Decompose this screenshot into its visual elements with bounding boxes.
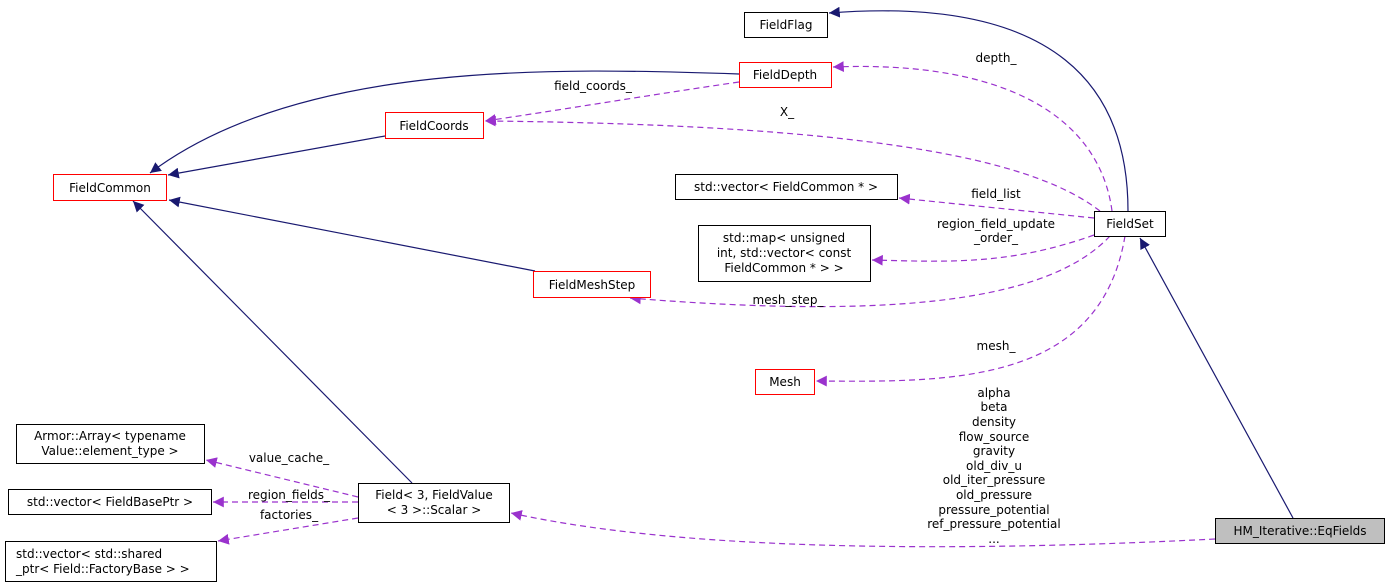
node-field-flag[interactable]: FieldFlag [744,12,828,38]
edge-fieldcoords-fieldcommon [167,135,386,179]
node-label: FieldDepth [753,68,817,82]
node-field-set[interactable]: FieldSet [1094,211,1166,237]
node-field-common[interactable]: FieldCommon [53,174,167,201]
edge-depth [832,61,1113,212]
node-armor-array[interactable]: Armor::Array< typename Value::element_ty… [16,424,205,464]
edge-field-list [898,193,1095,219]
edge-field-coords [484,81,740,125]
node-label: std::map< unsigned [723,231,845,245]
node-label: FieldSet [1106,217,1154,231]
edge-field-fieldcommon [132,200,413,484]
label-field-list: field_list [971,187,1021,201]
node-label: _ptr< Field::FactoryBase > > [15,562,190,576]
member-label: ref_pressure_potential [927,517,1061,531]
node-label: FieldCoords [399,119,468,133]
member-label: pressure_potential [938,503,1049,517]
node-field-coords[interactable]: FieldCoords [385,112,484,139]
label-value-cache: value_cache_ [249,451,330,465]
edge-eqfields-members [510,510,1216,548]
node-label: < 3 >::Scalar > [387,503,482,517]
label-mesh: mesh_ [977,339,1017,353]
node-map[interactable]: std::map< unsigned int, std::vector< con… [698,225,871,282]
node-label: std::vector< FieldCommon * > [694,180,878,194]
node-field-mesh-step[interactable]: FieldMeshStep [533,271,651,298]
member-label: beta [980,400,1007,414]
node-mesh[interactable]: Mesh [755,369,815,395]
node-label: FieldFlag [760,18,813,32]
node-vector-field-base-ptr[interactable]: std::vector< FieldBasePtr > [8,489,212,515]
label-x: X_ [780,105,795,119]
label-factories: factories_ [260,508,319,522]
label-depth: depth_ [976,51,1018,65]
node-label: FieldCommon * > > [724,261,843,275]
member-label: alpha [977,386,1010,400]
member-label: flow_source [959,430,1030,444]
label-region-fields: region_fields_ [248,488,331,502]
node-label: Field< 3, FieldValue [375,488,492,502]
label-region-field-update-1: region_field_update [937,217,1055,231]
label-eqfields-members: alpha beta density flow_source gravity o… [927,386,1061,546]
edge-mesh-step [629,235,1111,308]
edge-fielddepth-fieldcommon [149,70,740,174]
edge-value-cache [205,457,359,498]
member-label: old_pressure [956,488,1032,502]
edge-eqfields-fieldset [1139,237,1294,519]
node-label: Mesh [769,375,801,389]
node-eq-fields: HM_Iterative::EqFields [1215,518,1385,544]
node-label: FieldMeshStep [549,278,636,292]
node-label: Armor::Array< typename [34,429,186,443]
member-label: ... [988,532,999,546]
edge-region-field-update-order [871,234,1095,266]
edge-fieldmeshstep-fieldcommon [168,196,536,272]
member-label: density [972,415,1016,429]
edge-fieldset-fieldflag [828,6,1129,212]
node-vector-shared-ptr[interactable]: std::vector< std::shared _ptr< Field::Fa… [5,541,217,582]
edge-factories [217,517,359,545]
node-field-scalar[interactable]: Field< 3, FieldValue < 3 >::Scalar > [358,483,510,523]
node-label: std::vector< FieldBasePtr > [27,495,193,509]
edge-mesh [815,235,1126,387]
node-label: FieldCommon [69,181,151,195]
member-label: old_div_u [966,459,1022,473]
node-label: int, std::vector< const [717,246,852,260]
member-label: gravity [973,444,1015,458]
node-label: std::vector< std::shared [16,547,162,561]
node-label: HM_Iterative::EqFields [1233,524,1366,538]
node-field-depth[interactable]: FieldDepth [739,62,832,88]
node-label: Value::element_type > [41,444,178,458]
node-vector-field-common[interactable]: std::vector< FieldCommon * > [675,174,898,200]
label-field-coords: field_coords_ [554,79,633,93]
label-mesh-step: mesh_step_ [753,293,825,307]
label-region-field-update-2: _order_ [973,231,1019,245]
member-label: old_iter_pressure [943,473,1045,487]
